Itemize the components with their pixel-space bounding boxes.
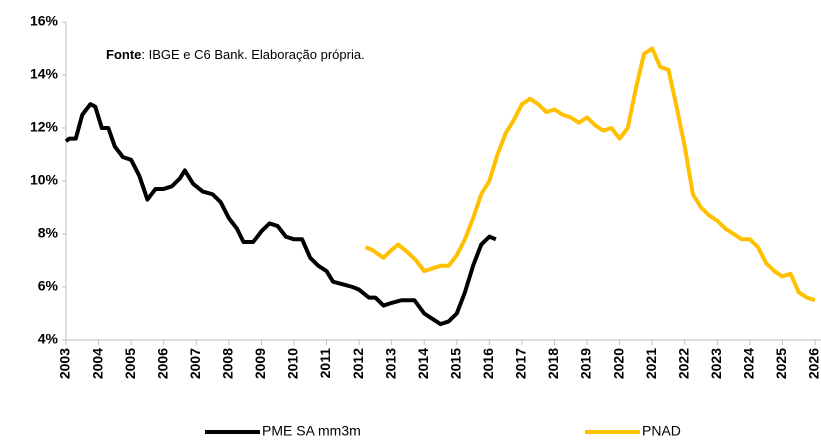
y-tick-label: 12% [30,119,59,135]
x-tick-label: 2004 [89,348,105,379]
x-tick-label: 2017 [513,348,529,379]
x-tick-label: 2005 [122,348,138,379]
y-tick-label: 10% [30,172,59,188]
x-tick-label: 2010 [285,348,301,379]
y-tick-label: 4% [38,331,59,347]
x-tick-label: 2026 [806,348,821,379]
x-tick-label: 2014 [415,348,431,379]
y-tick-label: 14% [30,66,59,82]
legend-label: PNAD [642,423,681,439]
x-tick-label: 2011 [317,348,333,379]
y-tick-label: 6% [38,278,59,294]
x-tick-label: 2012 [350,348,366,379]
line-series [364,46,816,303]
y-tick-label: 16% [30,13,59,29]
x-tick-label: 2022 [675,348,691,379]
x-tick-label: 2023 [708,348,724,379]
line-series [64,102,497,327]
x-tick-label: 2024 [741,348,757,379]
x-tick-label: 2003 [57,348,73,379]
x-tick-label: 2007 [187,348,203,379]
x-tick-label: 2018 [545,348,561,379]
x-tick-label: 2013 [382,348,398,379]
x-tick-label: 2008 [220,348,236,379]
annotation-text: : IBGE e C6 Bank. Elaboração própria. [141,47,364,62]
annotation: Fonte: IBGE e C6 Bank. Elaboração própri… [106,47,365,62]
x-tick-label: 2025 [773,348,789,379]
x-tick-label: 2016 [480,348,496,379]
x-tick-label: 2019 [578,348,594,379]
x-tick-label: 2006 [154,348,170,379]
annotation-bold: Fonte [106,47,141,62]
legend-label: PME SA mm3m [262,423,361,439]
y-tick-label: 8% [38,225,59,241]
x-tick-label: 2015 [447,348,463,379]
x-tick-label: 2021 [643,348,659,379]
x-tick-label: 2009 [252,348,268,379]
x-tick-label: 2020 [610,348,626,379]
